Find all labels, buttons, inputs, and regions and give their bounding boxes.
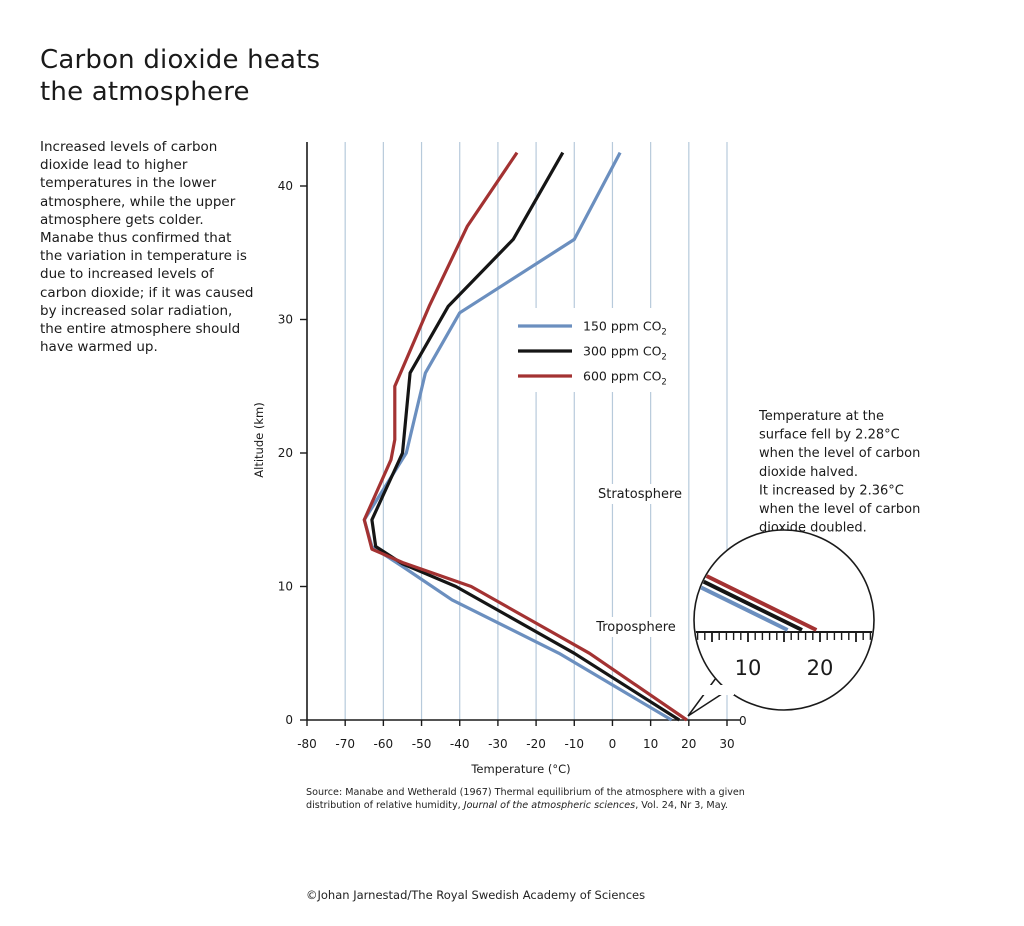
source-prefix: Source: Manabe and Wetherald (1967) Ther…	[306, 787, 745, 811]
magnifier-series-0	[695, 569, 789, 632]
x-tick-label: -60	[374, 737, 394, 751]
source-journal: Journal of the atmospheric sciences	[463, 800, 636, 811]
copyright: ©Johan Jarnestad/The Royal Swedish Acade…	[306, 888, 646, 902]
y-axis-label: Altitude (km)	[252, 402, 266, 477]
chart-description: Increased levels of carbon dioxide lead …	[40, 139, 254, 356]
x-tick-label: -50	[412, 737, 432, 751]
y-tick-label: 40	[278, 179, 293, 193]
source-suffix: , Vol. 24, Nr 3, May.	[635, 800, 728, 811]
x-axis-label: Temperature (°C)	[470, 762, 570, 776]
magnifier-pointer-mask	[700, 685, 734, 695]
x-tick-label: -70	[335, 737, 355, 751]
layer-label-troposphere: Troposphere	[595, 620, 676, 635]
surface-annotation: Temperature at the surface fell by 2.28°C…	[758, 409, 920, 536]
magnifier-series-2	[695, 569, 818, 632]
source-note: Source: Manabe and Wetherald (1967) Ther…	[306, 786, 766, 812]
grid-lines	[344, 142, 728, 720]
surface-zoom-inset: Temperature at the surface fell by 2.28°C…	[687, 409, 920, 728]
magnifier-label-10: 10	[735, 656, 762, 680]
axes: -80 -70 -60 -50 -40 -30 -20 -10 0 10 20 30 0 10 20 30 40…	[252, 142, 740, 776]
x-tick-label: 30	[719, 737, 734, 751]
legend: 150 ppm CO2 300 ppm CO2 600 ppm CO2	[512, 308, 674, 392]
x-tick-label: 0	[609, 737, 617, 751]
legend-label-1: 300 ppm CO2	[583, 344, 667, 363]
x-tick-label: 10	[643, 737, 658, 751]
x-tick-label: -30	[488, 737, 508, 751]
y-tick-label: 30	[278, 313, 293, 327]
x-tick-label: -80	[297, 737, 317, 751]
chart-title: Carbon dioxide heats the atmosphere	[40, 45, 321, 107]
layer-labels: Stratosphere Troposphere	[588, 484, 688, 637]
y-tick-label: 0	[285, 713, 293, 727]
x-tick-label: -10	[564, 737, 584, 751]
series-lines	[362, 151, 688, 722]
legend-label-2: 600 ppm CO2	[583, 369, 667, 388]
x-tick-label: 20	[681, 737, 696, 751]
series-line-1	[370, 151, 681, 722]
layer-label-background	[588, 617, 684, 637]
layer-label-background	[592, 484, 688, 504]
x-tick-label: -40	[450, 737, 470, 751]
layer-label-stratosphere: Stratosphere	[598, 487, 682, 502]
y-tick-label: 20	[278, 446, 293, 460]
magnifier-label-20: 20	[807, 656, 834, 680]
x-tick-label: -20	[526, 737, 546, 751]
legend-label-0: 150 ppm CO2	[583, 319, 667, 338]
zero-altitude-label: 0	[739, 714, 747, 728]
y-tick-label: 10	[278, 580, 293, 594]
series-line-2	[362, 151, 688, 722]
